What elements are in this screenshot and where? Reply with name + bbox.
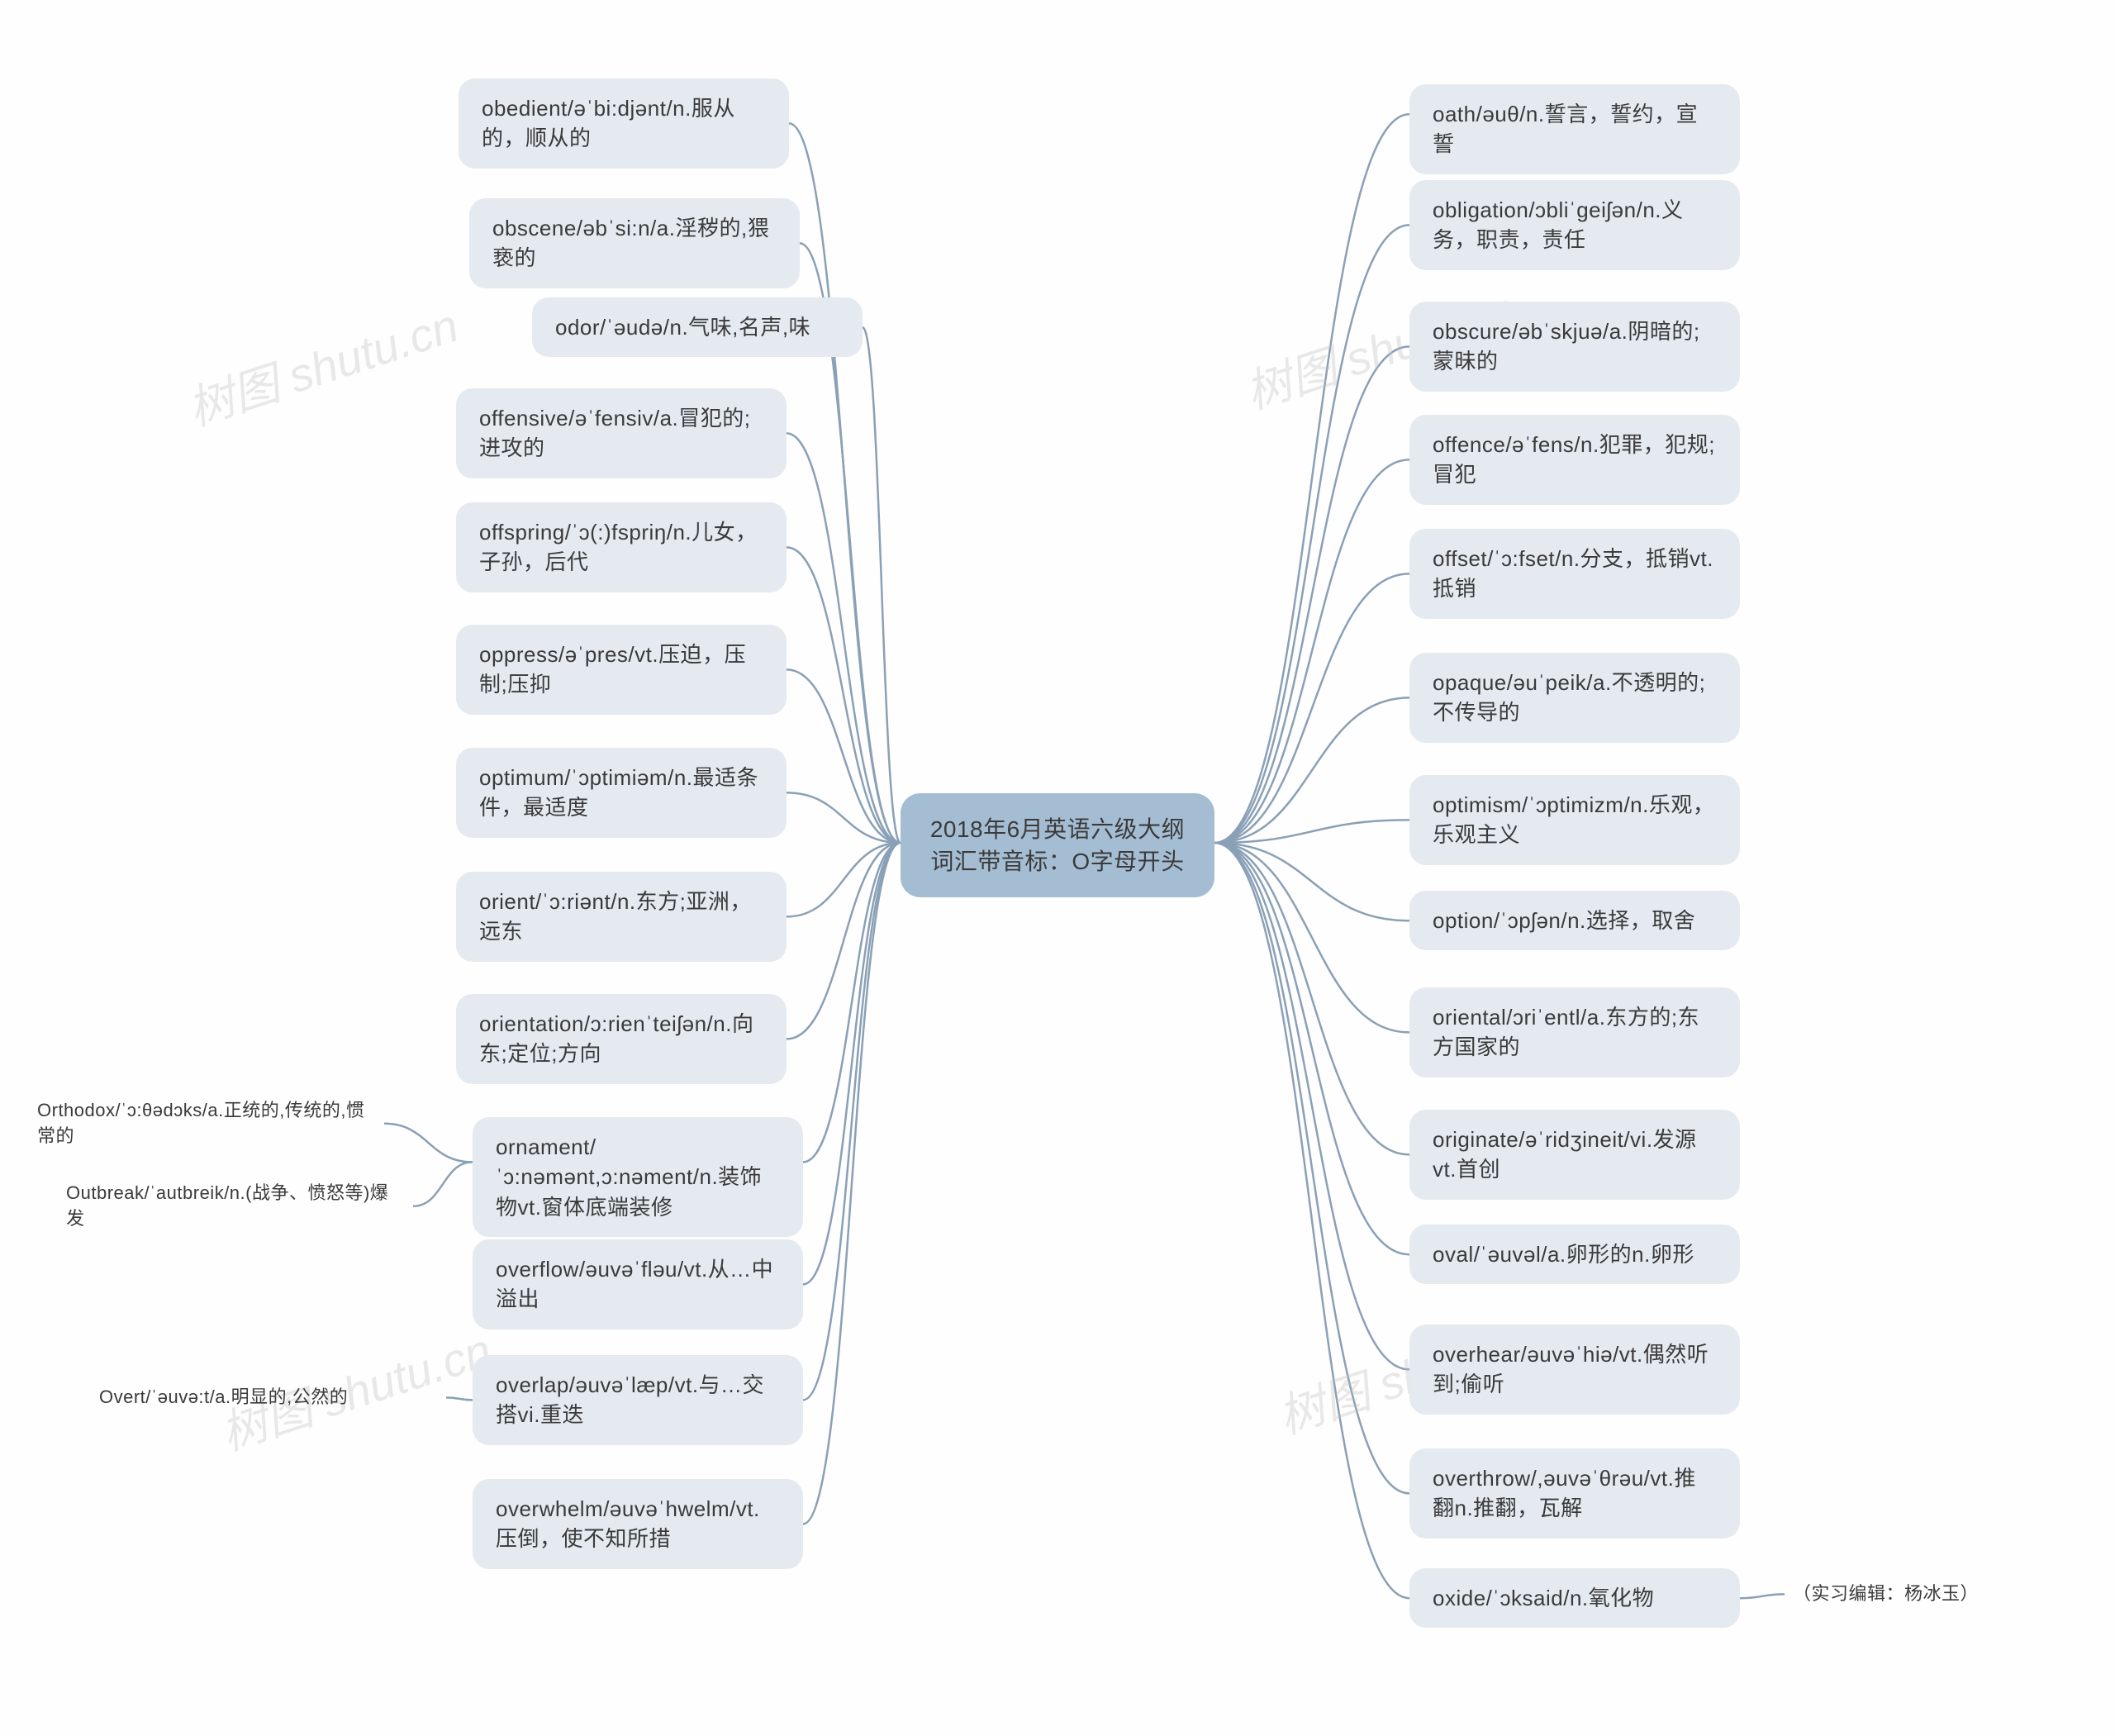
branch-node-l12[interactable]: overlap/əuvəˈlæp/vt.与…交搭vi.重迭 [473,1355,803,1445]
branch-node-l8[interactable]: orient/ˈɔ:riənt/n.东方;亚洲，远东 [456,872,787,962]
branch-node-l7[interactable]: optimum/ˈɔptimiəm/n.最适条件，最适度 [456,748,787,838]
branch-node-r4[interactable]: offence/əˈfens/n.犯罪，犯规;冒犯 [1409,415,1740,505]
branch-node-l13[interactable]: overwhelm/əuvəˈhwelm/vt.压倒，使不知所措 [473,1479,803,1569]
branch-node-r3[interactable]: obscure/əbˈskjuə/a.阴暗的;蒙昧的 [1409,302,1740,392]
branch-node-l2[interactable]: obscene/əbˈsi:n/a.淫秽的,猥亵的 [469,198,800,288]
branch-node-l11[interactable]: overflow/əuvəˈfləu/vt.从…中溢出 [473,1239,803,1329]
leaf-node-r14a: （实习编辑：杨冰玉） [1785,1577,2115,1612]
branch-node-r8[interactable]: option/ˈɔpʃən/n.选择，取舍 [1409,891,1740,950]
branch-node-l4[interactable]: offensive/əˈfensiv/a.冒犯的;进攻的 [456,388,787,478]
branch-node-l6[interactable]: oppress/əˈpres/vt.压迫，压制;压抑 [456,625,787,715]
branch-node-r10[interactable]: originate/əˈridʒineit/vi.发源vt.首创 [1409,1110,1740,1200]
watermark: 树图 shutu.cn [178,289,466,440]
leaf-node-l10b: Outbreak/ˈautbreik/n.(战争、愤怒等)爆发 [58,1176,413,1237]
branch-node-l9[interactable]: orientation/ɔ:rienˈteiʃən/n.向东;定位;方向 [456,994,787,1084]
center-node[interactable]: 2018年6月英语六级大纲词汇带音标：O字母开头 [901,793,1214,897]
branch-node-r2[interactable]: obligation/ɔbliˈgeiʃən/n.义务，职责，责任 [1409,180,1740,270]
branch-node-r12[interactable]: overhear/əuvəˈhiə/vt.偶然听到;偷听 [1409,1325,1740,1415]
branch-node-r11[interactable]: oval/ˈəuvəl/a.卵形的n.卵形 [1409,1225,1740,1284]
branch-node-r9[interactable]: oriental/ɔriˈentl/a.东方的;东方国家的 [1409,987,1740,1077]
branch-node-r1[interactable]: oath/əuθ/n.誓言，誓约，宣誓 [1409,84,1740,174]
branch-node-l1[interactable]: obedient/əˈbi:djənt/n.服从的，顺从的 [459,78,789,169]
branch-node-r13[interactable]: overthrow/,əuvəˈθrəu/vt.推翻n.推翻，瓦解 [1409,1448,1740,1539]
branch-node-r6[interactable]: opaque/əuˈpeik/a.不透明的;不传导的 [1409,653,1740,743]
leaf-node-l12a: Overt/ˈəuvə:t/a.明显的,公然的 [91,1380,446,1415]
branch-node-l10[interactable]: ornament/ˈɔ:nəmənt,ɔ:nəment/n.装饰物vt.窗体底端… [473,1117,803,1237]
leaf-node-l10a: Orthodox/ˈɔ:θədɔks/a.正统的,传统的,惯常的 [29,1093,384,1154]
branch-node-l5[interactable]: offspring/ˈɔ(:)fspriŋ/n.儿女，子孙，后代 [456,502,787,592]
branch-node-r5[interactable]: offset/ˈɔ:fset/n.分支，抵销vt.抵销 [1409,529,1740,619]
branch-node-l3[interactable]: odor/ˈəudə/n.气味,名声,味 [532,297,863,357]
branch-node-r14[interactable]: oxide/ˈɔksaid/n.氧化物 [1409,1568,1740,1628]
branch-node-r7[interactable]: optimism/ˈɔptimizm/n.乐观，乐观主义 [1409,775,1740,865]
